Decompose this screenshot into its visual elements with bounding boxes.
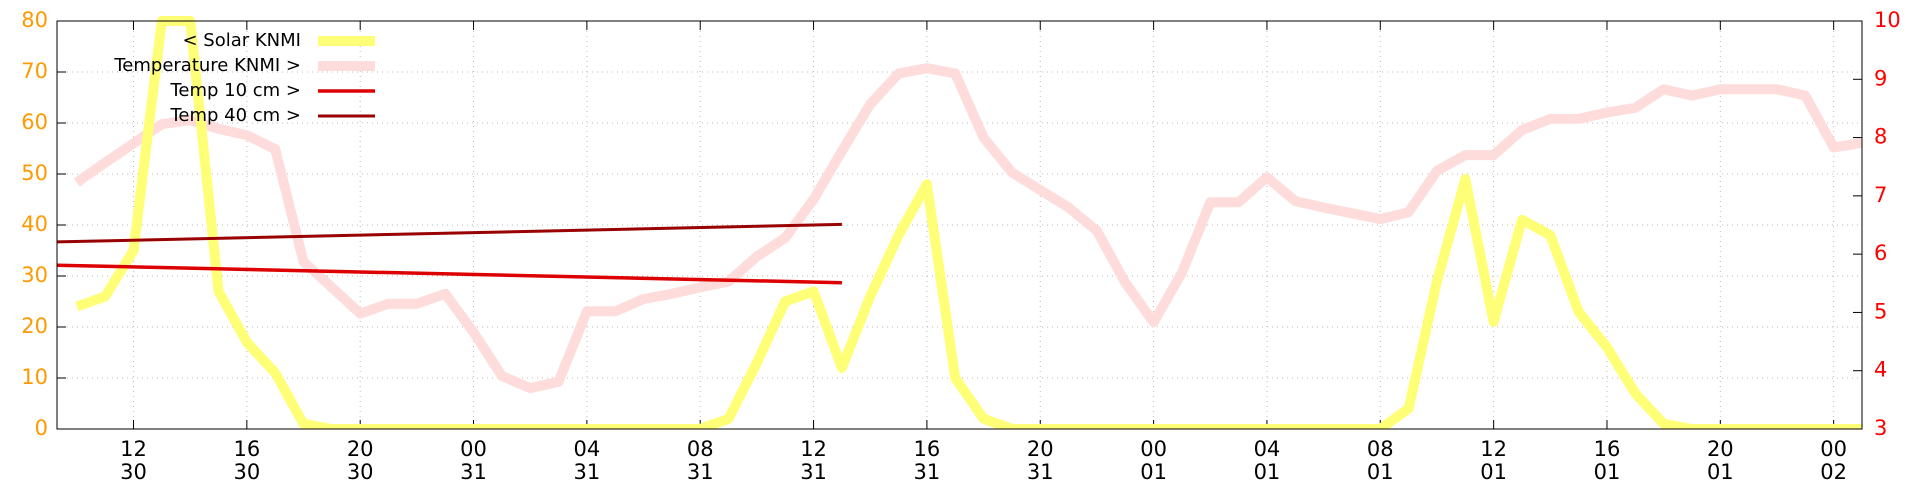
x-tick-label: 01 xyxy=(1254,460,1281,480)
x-tick-label: 31 xyxy=(460,460,487,480)
x-tick-label: 20 xyxy=(1707,437,1734,461)
legend-label: Temperature KNMI > xyxy=(113,55,301,76)
y-tick-label: 40 xyxy=(21,212,48,236)
y-tick-label: 20 xyxy=(21,314,48,338)
x-tick-label: 01 xyxy=(1367,460,1394,480)
x-tick-label: 00 xyxy=(1140,437,1167,461)
x-tick-label: 12 xyxy=(120,437,147,461)
x-tick-label: 30 xyxy=(120,460,147,480)
x-tick-label: 00 xyxy=(1820,437,1847,461)
x-tick-label: 08 xyxy=(687,437,714,461)
x-tick-label: 02 xyxy=(1820,460,1847,480)
x-tick-label: 01 xyxy=(1480,460,1507,480)
x-tick-label: 31 xyxy=(800,460,827,480)
y2-tick-label: 10 xyxy=(1874,8,1901,32)
x-tick-label: 04 xyxy=(574,437,601,461)
x-tick-label: 01 xyxy=(1594,460,1621,480)
x-tick-label: 01 xyxy=(1707,460,1734,480)
x-tick-label: 16 xyxy=(914,437,941,461)
y2-tick-label: 5 xyxy=(1874,299,1887,323)
y2-tick-label: 4 xyxy=(1874,358,1887,382)
x-tick-label: 12 xyxy=(800,437,827,461)
plot-border xyxy=(56,20,1863,430)
y-tick-label: 30 xyxy=(21,263,48,287)
x-tick-label: 31 xyxy=(1027,460,1054,480)
legend-label: Temp 10 cm > xyxy=(169,80,301,101)
x-tick-label: 04 xyxy=(1254,437,1281,461)
x-tick-label: 12 xyxy=(1480,437,1507,461)
y2-tick-label: 6 xyxy=(1874,241,1887,265)
x-tick-label: 31 xyxy=(914,460,941,480)
x-tick-label: 20 xyxy=(1027,437,1054,461)
y-tick-label: 0 xyxy=(35,416,48,440)
y-tick-label: 80 xyxy=(21,8,48,32)
y-tick-label: 50 xyxy=(21,161,48,185)
x-tick-label: 31 xyxy=(687,460,714,480)
x-tick-label: 16 xyxy=(233,437,260,461)
y-tick-label: 70 xyxy=(21,59,48,83)
y2-tick-label: 9 xyxy=(1874,66,1887,90)
series-line xyxy=(57,263,842,285)
legend-label: < Solar KNMI xyxy=(182,30,301,51)
x-tick-label: 01 xyxy=(1140,460,1167,480)
y-tick-label: 60 xyxy=(21,110,48,134)
x-tick-label: 30 xyxy=(347,460,374,480)
y2-tick-label: 8 xyxy=(1874,125,1887,149)
x-tick-label: 00 xyxy=(460,437,487,461)
legend-label: Temp 40 cm > xyxy=(169,105,301,126)
y-tick-label: 10 xyxy=(21,365,48,389)
x-tick-label: 30 xyxy=(233,460,260,480)
y2-tick-label: 7 xyxy=(1874,183,1887,207)
x-tick-label: 16 xyxy=(1594,437,1621,461)
x-tick-label: 31 xyxy=(574,460,601,480)
series-line xyxy=(57,222,842,244)
x-tick-label: 20 xyxy=(347,437,374,461)
series-line xyxy=(73,63,1862,394)
y2-tick-label: 3 xyxy=(1874,416,1887,440)
series-line xyxy=(75,16,1862,429)
x-tick-label: 08 xyxy=(1367,437,1394,461)
